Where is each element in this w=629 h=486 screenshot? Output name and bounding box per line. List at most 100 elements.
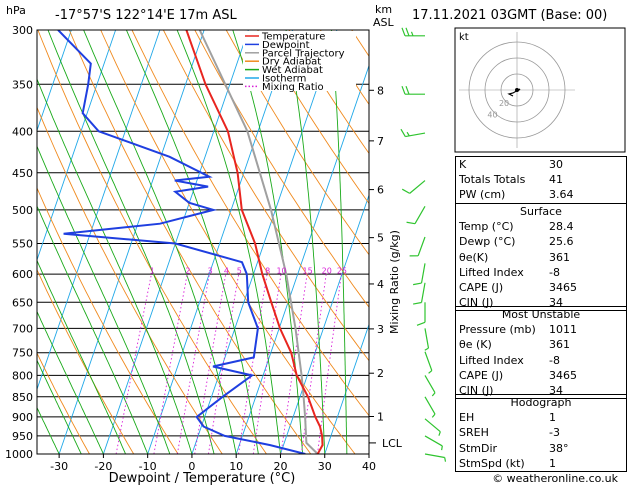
isotherm-line xyxy=(147,30,294,454)
wind-barb-staff xyxy=(424,418,441,433)
isotherm-line xyxy=(191,30,338,454)
unstable-row-pressure: Pressure (mb) 1011 xyxy=(459,323,577,337)
wind-barb-half-flag xyxy=(410,31,414,37)
pressure-tick-label: 800 xyxy=(12,369,33,382)
mixing-ratio-line xyxy=(176,274,210,454)
wind-barb-flag xyxy=(413,282,422,286)
legend-label: Isotherm xyxy=(262,74,306,85)
dry-adiabat-line xyxy=(37,352,90,454)
pressure-tick-label: 650 xyxy=(12,296,33,309)
wind-barb-staff xyxy=(420,263,426,284)
plot-frame xyxy=(36,29,370,455)
copyright-text: © weatheronline.co.uk xyxy=(492,472,618,485)
dry-adiabat-line xyxy=(288,30,369,155)
isotherm-line xyxy=(235,64,369,454)
temperature-tick-label: 10 xyxy=(229,460,243,473)
pressure-tick-label: 900 xyxy=(12,411,33,424)
indices-surface-table: Surface Temp (°C) 28.4 Dewp (°C) 25.6 θe(K… xyxy=(455,203,627,312)
temperature-tick-label: 20 xyxy=(273,460,287,473)
km-tick-label: 4 xyxy=(377,278,384,291)
mixing-ratio-label: 20 xyxy=(322,267,332,276)
lcl-label: LCL xyxy=(382,437,403,450)
hpa-unit-label: hPa xyxy=(6,4,26,17)
pressure-tick-label: 950 xyxy=(12,430,33,443)
legend-label: Mixing Ratio xyxy=(262,82,324,93)
hodograph-ring-label: 40 xyxy=(487,110,497,119)
isotherm-line xyxy=(37,30,72,132)
wind-barb-flag xyxy=(405,27,410,37)
isotherm-line xyxy=(280,193,369,454)
temperature-tick-label: 30 xyxy=(318,460,332,473)
wind-barbs xyxy=(400,27,447,462)
wet-adiabat-line xyxy=(125,30,259,454)
wind-barb-staff xyxy=(417,236,426,256)
unstable-row-cape: CAPE (J) 3465 xyxy=(459,368,577,382)
axes: 3003504004505005506006507007508008509009… xyxy=(5,24,403,473)
wind-barb-half-flag xyxy=(441,445,443,451)
km-tick-label: 6 xyxy=(377,184,384,197)
mixing-ratio-line xyxy=(115,274,152,454)
wet-adiabat-line xyxy=(37,359,82,454)
km-tick-label: 1 xyxy=(377,411,384,424)
isotherm-line xyxy=(102,30,249,454)
km-tick-label: 8 xyxy=(377,84,384,97)
pressure-tick-label: 550 xyxy=(12,237,33,250)
wind-barb-half-flag xyxy=(428,370,433,374)
legend-label: Dewpoint xyxy=(262,40,310,51)
wet-adiabat-line xyxy=(37,77,193,454)
temperature-tick-label: 0 xyxy=(188,460,195,473)
wind-barb-half-flag xyxy=(431,413,436,418)
dry-adiabat-line xyxy=(131,30,369,417)
pressure-tick-label: 350 xyxy=(12,78,33,91)
pressure-tick-label: 450 xyxy=(12,167,33,180)
temperature-tick-label: -20 xyxy=(94,460,112,473)
hodograph-ring-label: 20 xyxy=(499,99,509,108)
pressure-tick-label: 300 xyxy=(12,24,33,37)
surface-row-thetae: θe(K) 361 xyxy=(459,250,570,264)
km-tick-label: 2 xyxy=(377,367,384,380)
unstable-row-li: Lifted Index -8 xyxy=(459,353,560,367)
mixing-ratio-label: 4 xyxy=(224,267,229,276)
surface-row-li: Lifted Index -8 xyxy=(459,265,560,279)
km-unit-label: km xyxy=(375,3,392,16)
mixing-ratio-label: 2 xyxy=(185,267,190,276)
km-tick-label: 5 xyxy=(377,232,384,245)
wind-barb-half-flag xyxy=(431,392,436,397)
index-row-pw: PW (cm) 3.64 xyxy=(459,188,574,202)
hodograph-kt-label: kt xyxy=(459,32,469,43)
wet-adiabat-line xyxy=(285,30,326,454)
unstable-row-cin: CIN (J) 34 xyxy=(459,383,563,397)
legend-label: Temperature xyxy=(261,32,325,43)
hodo-row-eh: EH 1 xyxy=(459,411,556,425)
pressure-tick-label: 700 xyxy=(12,322,33,335)
wet-adiabat-line xyxy=(37,310,104,454)
hodo-row-sreh: SREH -3 xyxy=(459,426,560,440)
dry-adiabat-line xyxy=(37,268,135,454)
isotherm-line xyxy=(58,30,205,454)
dry-adiabat-line xyxy=(37,30,267,454)
wind-barb-flag xyxy=(413,301,422,305)
mixing-ratio-label: 10 xyxy=(276,267,286,276)
mixing-ratio-line xyxy=(280,274,308,454)
dry-adiabat-line xyxy=(37,186,179,454)
temperature-tick-label: 40 xyxy=(362,460,376,473)
mixing-ratio-label: 15 xyxy=(303,267,313,276)
wind-barb-half-flag xyxy=(406,131,410,137)
legend-label: Wet Adiabat xyxy=(262,65,323,76)
temperature-tick-label: -10 xyxy=(139,460,157,473)
dry-adiabat-line xyxy=(37,106,223,454)
mixing-ratio-label: 5 xyxy=(237,267,242,276)
wind-barb-staff xyxy=(424,375,436,394)
wet-adiabat-line xyxy=(331,30,348,454)
mixing-ratio-line xyxy=(238,274,268,454)
temperature-line xyxy=(185,30,324,454)
wind-barb-staff xyxy=(424,328,430,349)
indices-unstable-table: Most Unstable Pressure (mb) 1011 θe (K) 36… xyxy=(455,306,627,400)
wind-barb-flag xyxy=(401,85,406,95)
mixing-ratio-line xyxy=(153,274,188,454)
wet-adiabat-line xyxy=(37,145,171,454)
km-tick-label: 7 xyxy=(377,135,384,148)
wind-barb-staff xyxy=(424,351,433,371)
dry-adiabat-line xyxy=(68,30,312,454)
legend-label: Parcel Trajectory xyxy=(262,48,345,59)
